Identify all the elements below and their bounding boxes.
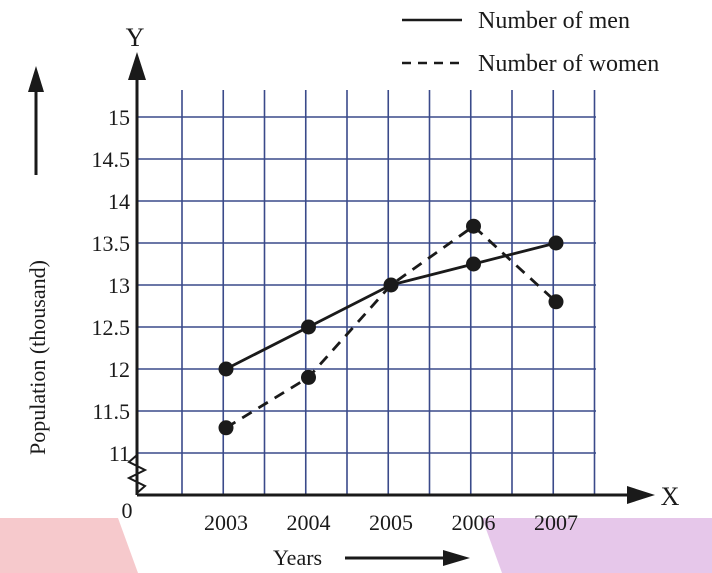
data-point-men <box>548 235 564 251</box>
origin-label: 0 <box>122 498 133 523</box>
data-point-men <box>301 319 316 335</box>
x-label-arrow-head <box>443 550 470 566</box>
y-axis-arrow <box>128 52 146 80</box>
x-axis-letter: X <box>661 482 680 511</box>
y-tick-label: 11 <box>109 441 130 466</box>
y-tick-label: 14 <box>108 189 130 214</box>
data-point-women <box>301 369 316 385</box>
data-point-women <box>466 218 481 234</box>
tick-labels: 11 11.5 12 12.5 13 13.5 14 14.5 15 2003 2004 2005 20… <box>92 105 579 535</box>
y-axis-letter: Y <box>126 23 145 52</box>
y-label-arrow-head <box>28 66 44 92</box>
axis-break-mark <box>126 454 148 494</box>
x-axis-label: Years <box>273 545 322 570</box>
data-point-women <box>548 294 564 310</box>
data-point-men <box>466 256 481 272</box>
x-tick-label: 2005 <box>369 510 413 535</box>
y-tick-label: 13 <box>108 273 130 298</box>
x-tick-label: 2004 <box>287 510 331 535</box>
y-tick-label: 13.5 <box>92 231 131 256</box>
series-line-women <box>225 224 557 429</box>
axes <box>126 52 655 504</box>
legend-label-women: Number of women <box>478 51 659 77</box>
y-tick-label: 12.5 <box>92 315 131 340</box>
bottom-left-band <box>0 518 138 573</box>
y-axis-label-group: Population (thousand) <box>25 66 50 455</box>
grid <box>137 90 596 496</box>
bottom-right-band <box>482 518 712 573</box>
data-point-men <box>218 361 234 377</box>
x-tick-label: 2003 <box>204 510 248 535</box>
y-tick-label: 11.5 <box>92 399 130 424</box>
x-tick-label: 2007 <box>534 510 578 535</box>
y-tick-label: 12 <box>108 357 130 382</box>
y-tick-label: 14.5 <box>92 147 131 172</box>
x-axis-label-group: Years <box>273 545 470 570</box>
x-tick-label: 2006 <box>452 510 496 535</box>
legend-label-men: Number of men <box>478 8 630 34</box>
y-tick-label: 15 <box>108 105 130 130</box>
data-points <box>218 218 564 436</box>
data-point-women <box>218 420 234 436</box>
data-point-men <box>383 277 399 293</box>
series-line-men <box>225 241 557 371</box>
x-axis-arrow <box>627 486 655 504</box>
y-axis-label: Population (thousand) <box>25 260 50 455</box>
legend: Number of men Number of women <box>402 8 659 77</box>
